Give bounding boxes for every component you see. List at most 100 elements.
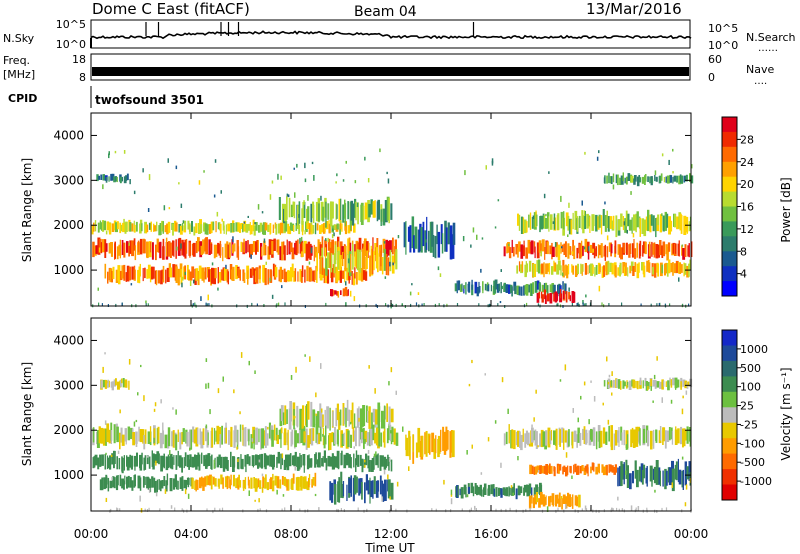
- power-echo: [271, 294, 274, 299]
- velocity-cell: [576, 496, 579, 507]
- velocity-echo: [374, 388, 376, 394]
- power-cell: [215, 244, 218, 258]
- velocity-ground: [529, 507, 531, 511]
- velocity-cell: [211, 427, 214, 448]
- power-cell: [301, 224, 304, 236]
- power-echo: [180, 203, 183, 208]
- power-cell: [613, 215, 615, 229]
- velocity-cell: [559, 429, 561, 447]
- power-cell: [365, 257, 367, 272]
- velocity-echo: [654, 489, 656, 493]
- velocity-cell: [235, 478, 238, 489]
- power-cell: [115, 222, 118, 233]
- power-cell: [651, 241, 653, 257]
- velocity-ground: [148, 507, 150, 511]
- velocity-cell: [474, 483, 477, 494]
- velocity-echo: [510, 485, 513, 489]
- power-cell: [549, 284, 552, 293]
- power-cell: [360, 268, 364, 282]
- power-cell: [105, 177, 108, 183]
- power-cell: [115, 269, 119, 283]
- power-cell: [584, 211, 586, 229]
- velocity-cell: [284, 405, 287, 425]
- power-echo: [200, 296, 202, 301]
- velocity-cell: [532, 497, 535, 509]
- velocity-cell: [287, 429, 289, 451]
- power-cell: [123, 242, 126, 258]
- power-cell: [666, 175, 670, 184]
- velocity-cell: [581, 465, 584, 472]
- velocity-cell: [531, 495, 533, 504]
- power-cell: [107, 271, 109, 284]
- velocity-cell: [184, 452, 187, 467]
- velocity-cell: [244, 427, 247, 447]
- velocity-cell: [154, 481, 157, 493]
- velocity-cell: [188, 459, 190, 470]
- velocity-echo: [318, 507, 320, 511]
- power-cell: [128, 266, 132, 281]
- power-cell: [517, 213, 519, 226]
- power-cell: [546, 263, 550, 272]
- power-cell: [659, 175, 662, 184]
- velocity-echo: [205, 383, 207, 389]
- power-echo: [437, 266, 440, 271]
- power-ground: [682, 303, 684, 307]
- velocity-cell: [277, 451, 280, 464]
- velocity-cell: [225, 456, 228, 470]
- power-ground: [115, 303, 117, 307]
- power-echo: [481, 237, 484, 240]
- velocity-cell: [356, 408, 360, 428]
- power-echo: [311, 161, 314, 165]
- power-cell: [169, 242, 172, 258]
- power-cell: [601, 266, 604, 278]
- velocity-cell: [136, 452, 138, 467]
- power-cell: [543, 262, 545, 278]
- velocity-cell: [285, 478, 287, 488]
- power-echo: [182, 220, 185, 224]
- power-cell: [290, 267, 293, 282]
- velocity-cell: [435, 435, 437, 454]
- velocity-cell: [684, 461, 687, 486]
- power-cell: [668, 216, 671, 235]
- velocity-cell: [316, 434, 319, 445]
- power-cell: [674, 214, 677, 228]
- power-echo: [213, 194, 216, 198]
- velocity-cell: [675, 426, 677, 444]
- velocity-cell: [280, 405, 284, 422]
- velocity-cell: [309, 458, 313, 468]
- velocity-cell: [300, 475, 303, 491]
- power-cell: [116, 176, 118, 183]
- power-ground: [601, 302, 603, 306]
- velocity-echo: [143, 395, 145, 402]
- power-cell: [557, 284, 559, 297]
- velocity-cell: [257, 478, 260, 488]
- velocity-cell: [100, 427, 104, 444]
- power-cell: [327, 203, 330, 220]
- power-cbar-swatch: [722, 176, 737, 193]
- power-cell: [223, 268, 227, 281]
- velocity-cell: [312, 410, 316, 425]
- power-cell: [302, 242, 304, 257]
- power-echo: [582, 300, 584, 305]
- power-cell: [532, 263, 536, 278]
- velocity-cell: [197, 428, 199, 445]
- velocity-echo: [139, 495, 141, 502]
- power-cell: [657, 214, 659, 226]
- power-cell: [133, 238, 136, 251]
- power-cell: [291, 263, 294, 278]
- velocity-cell: [388, 423, 390, 440]
- velocity-cell: [558, 492, 561, 506]
- power-cell: [614, 240, 617, 254]
- velocity-cell: [606, 464, 608, 476]
- power-cell: [291, 223, 295, 231]
- power-echo: [691, 164, 693, 169]
- power-echo: [345, 302, 347, 307]
- nsearch-tick-bottom: 10^0: [708, 39, 738, 52]
- velocity-cell: [182, 428, 185, 442]
- power-cell: [165, 237, 168, 257]
- velocity-cell: [375, 409, 378, 425]
- velocity-cell: [320, 409, 323, 429]
- power-cell: [571, 264, 573, 273]
- power-cell: [595, 214, 598, 232]
